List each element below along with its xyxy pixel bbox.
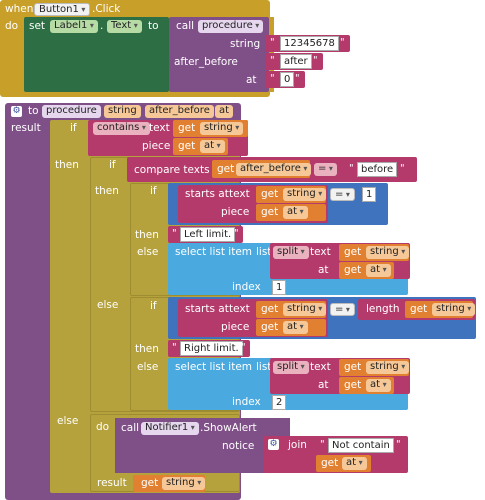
get-at-dropdown-3[interactable]: at	[366, 264, 391, 277]
gear-icon[interactable]: ⚙	[11, 106, 22, 117]
inner-if-label-3: if	[150, 300, 157, 312]
starts-at-piece-label-1: piece	[221, 206, 250, 218]
call-procedure-dropdown[interactable]: procedure	[198, 20, 264, 33]
get-at-dropdown-4[interactable]: at	[283, 321, 308, 334]
split-at-label-2: at	[318, 379, 329, 391]
contains-dropdown[interactable]: contains	[93, 122, 150, 135]
get-string-dropdown-5[interactable]: string	[432, 303, 476, 316]
split-at-label-1: at	[318, 264, 329, 276]
arg-at-label: at	[246, 74, 257, 86]
proc-to-label: to	[28, 105, 39, 117]
starts-at-text-label-2: text	[229, 303, 250, 315]
split-dropdown-2[interactable]: split	[273, 361, 309, 374]
get-at-dropdown-2[interactable]: at	[283, 206, 308, 219]
get-after-before-dropdown[interactable]: after_before	[236, 163, 312, 176]
starts-at-piece-label-2: piece	[221, 321, 250, 333]
arg-after-before-value[interactable]: after	[280, 54, 312, 69]
select-index-label-1: index	[232, 281, 261, 293]
set-component-dropdown[interactable]: Label1	[50, 20, 98, 33]
inner-if-label-1: if	[109, 159, 116, 171]
starts-at-label-1: starts at	[185, 188, 229, 200]
select-index-label-2: index	[232, 396, 261, 408]
split-text-label-1: text	[310, 246, 331, 258]
select-list-item-label-2: select list item	[175, 361, 253, 373]
set-property-dropdown[interactable]: Text	[107, 20, 142, 33]
set-dot: .	[100, 20, 104, 32]
get-string-dropdown-1[interactable]: string	[200, 122, 244, 135]
event-name: .Click	[92, 3, 121, 15]
arg-after-before-label: after_before	[174, 56, 238, 68]
before-value[interactable]: before	[357, 162, 398, 177]
number-one[interactable]: 1	[362, 187, 377, 202]
outer-then-label: then	[55, 159, 79, 171]
compare-op-dropdown[interactable]: =	[314, 163, 337, 176]
component-dropdown[interactable]: Button1	[34, 3, 91, 16]
show-alert-label: .ShowAlert	[200, 422, 257, 434]
get-at-dropdown-6[interactable]: at	[342, 457, 367, 470]
left-limit-value[interactable]: Left limit.	[180, 227, 236, 242]
arg-at-value[interactable]: 0	[280, 72, 295, 87]
not-contain-value[interactable]: Not contain	[328, 438, 394, 453]
starts-at-text-label-1: text	[229, 188, 250, 200]
select-list-item-label-1: select list item	[175, 246, 253, 258]
arg-string-label: string	[230, 38, 261, 50]
contains-piece-label: piece	[142, 140, 171, 152]
to-label: to	[148, 20, 159, 32]
math-eq-dropdown-2[interactable]: =	[330, 303, 355, 316]
when-label: when	[5, 3, 34, 15]
get-string-dropdown-6[interactable]: string	[366, 361, 410, 374]
split-text-label-2: text	[310, 361, 331, 373]
number-two-index[interactable]: 2	[272, 395, 287, 410]
outer-else-label: else	[57, 415, 79, 427]
right-limit-value[interactable]: Right limit.	[180, 341, 243, 356]
call-label-2: call	[121, 422, 140, 434]
get-string-dropdown-2[interactable]: string	[283, 188, 327, 201]
param-string[interactable]: string	[104, 105, 141, 118]
arg-string-value[interactable]: 12345678	[280, 36, 339, 51]
get-at-dropdown-5[interactable]: at	[366, 379, 391, 392]
number-one-index[interactable]: 1	[272, 280, 287, 295]
select-list-label-1: list	[256, 246, 272, 258]
inner-then-label-2: then	[135, 229, 159, 241]
inner-else-label-3: else	[137, 361, 159, 373]
math-eq-dropdown-1[interactable]: =	[330, 188, 355, 201]
result-label: result	[11, 122, 41, 134]
result-label-2: result	[97, 477, 127, 489]
get-at-dropdown-1[interactable]: at	[200, 140, 225, 153]
inner-else-label-2: else	[137, 246, 159, 258]
notifier-dropdown[interactable]: Notifier1	[141, 422, 199, 435]
inner-then-label-3: then	[135, 343, 159, 355]
join-label: join	[288, 439, 307, 451]
inner-else-label-1: else	[97, 299, 119, 311]
inner-then-label-1: then	[95, 185, 119, 197]
param-at[interactable]: at	[215, 105, 234, 118]
contains-text-label: text	[149, 122, 170, 134]
notice-label: notice	[222, 440, 255, 452]
split-dropdown-1[interactable]: split	[273, 246, 309, 259]
starts-at-label-2: starts at	[185, 303, 229, 315]
do-label-2: do	[96, 421, 110, 433]
join-gear-icon[interactable]: ⚙	[268, 439, 279, 450]
proc-name-field[interactable]: procedure	[42, 105, 101, 118]
length-label: length	[366, 303, 400, 315]
set-label: set	[29, 20, 46, 32]
call-label: call	[176, 20, 195, 32]
get-string-dropdown-4[interactable]: string	[283, 303, 327, 316]
inner-if-label-2: if	[150, 185, 157, 197]
get-string-dropdown-3[interactable]: string	[366, 246, 410, 259]
select-list-label-2: list	[256, 361, 272, 373]
get-string-dropdown-7[interactable]: string	[162, 477, 206, 490]
param-after-before[interactable]: after_before	[145, 105, 214, 118]
outer-if-label: if	[70, 122, 77, 134]
do-label: do	[5, 20, 19, 32]
compare-texts-label: compare texts	[134, 164, 210, 176]
